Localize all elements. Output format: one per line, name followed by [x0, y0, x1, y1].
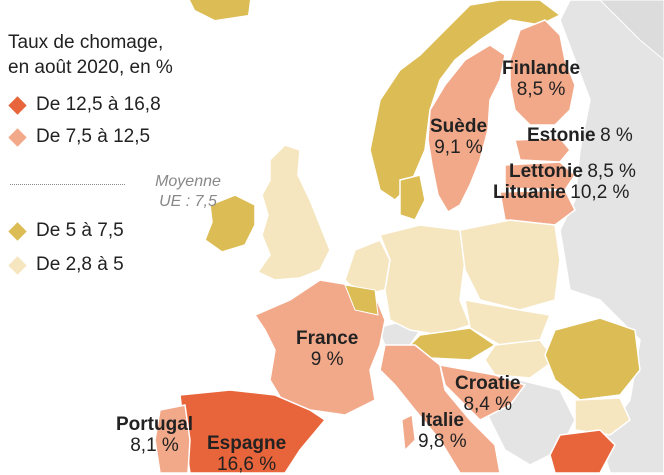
label-portugal: Portugal 8,1 % — [116, 414, 194, 456]
label-croatia: Croatie 8,4 % — [455, 373, 521, 415]
legend-row-class-1: De 12,5 à 16,8 — [8, 92, 248, 118]
non-eu-norway — [369, 0, 562, 201]
country-bulgaria — [574, 397, 631, 436]
legend-swatch — [8, 127, 27, 147]
label-italy: Italie 9,8 % — [418, 410, 467, 452]
legend-swatch — [8, 255, 27, 275]
legend-title-line2: en août 2020, en % — [8, 57, 173, 78]
country-estonia — [514, 137, 571, 163]
country-sweden — [427, 44, 506, 214]
country-portugal — [154, 404, 191, 473]
legend-row-class-3: De 5 à 7,5 — [8, 218, 248, 244]
average-divider — [10, 184, 125, 185]
legend-label: De 5 à 7,5 — [36, 220, 124, 241]
country-ireland — [204, 194, 256, 253]
country-corsica-sardinia — [401, 414, 416, 452]
label-lithuania: Lituanie 10,2 % — [493, 182, 630, 203]
country-romania — [544, 317, 641, 401]
country-italy — [379, 344, 501, 473]
legend-title-line1: Taux de chomage, — [8, 32, 164, 53]
legend-label: De 12,5 à 16,8 — [36, 94, 161, 115]
label-france: France 9 % — [296, 328, 359, 370]
country-latvia — [504, 161, 576, 191]
legend-label: De 7,5 à 12,5 — [36, 126, 151, 147]
country-slovenia-croatia — [438, 364, 527, 421]
average-label: Moyenne UE : 7,5 — [155, 173, 221, 210]
legend-row-class-2: De 7,5 à 12,5 — [8, 124, 248, 150]
country-denmark — [399, 174, 426, 221]
label-spain: Espagne 16,6 % — [207, 433, 287, 475]
non-eu-russia-kaliningrad — [599, 0, 664, 61]
legend-label: De 2,8 à 5 — [36, 254, 124, 275]
label-finland: Finlande 8,5 % — [502, 58, 581, 100]
country-poland — [459, 219, 561, 311]
country-greece — [549, 429, 616, 473]
country-germany — [378, 224, 471, 336]
label-latvia: Lettonie 8,5 % — [509, 161, 636, 182]
legend-swatch — [8, 221, 27, 241]
label-estonia: Estonie 8 % — [527, 125, 633, 146]
non-eu-uk — [256, 144, 331, 281]
country-luxembourg-area — [344, 284, 379, 316]
country-finland — [509, 19, 576, 126]
legend-swatch — [8, 95, 27, 115]
label-sweden: Suède 9,1 % — [430, 116, 488, 158]
map-legend: Taux de chomage, en août 2020, en % De 1… — [8, 30, 248, 150]
country-hungary — [484, 339, 557, 379]
non-eu-iceland-top — [190, 0, 250, 20]
country-france — [253, 279, 386, 416]
country-lithuania — [499, 189, 576, 226]
eu-average-marker: Moyenne UE : 7,5 — [10, 172, 240, 216]
map-legend-lower: De 5 à 7,5 De 2,8 à 5 — [8, 218, 248, 278]
legend-row-class-4: De 2,8 à 5 — [8, 252, 248, 278]
